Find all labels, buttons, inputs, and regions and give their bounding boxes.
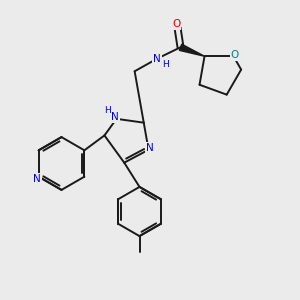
Text: N: N [111,112,119,122]
Text: N: N [33,174,41,184]
Text: N: N [146,143,154,153]
Text: N: N [153,54,161,64]
Text: H: H [162,60,169,69]
Text: O: O [231,50,239,60]
Text: H: H [104,106,111,115]
Polygon shape [179,44,205,56]
Text: O: O [172,19,180,29]
